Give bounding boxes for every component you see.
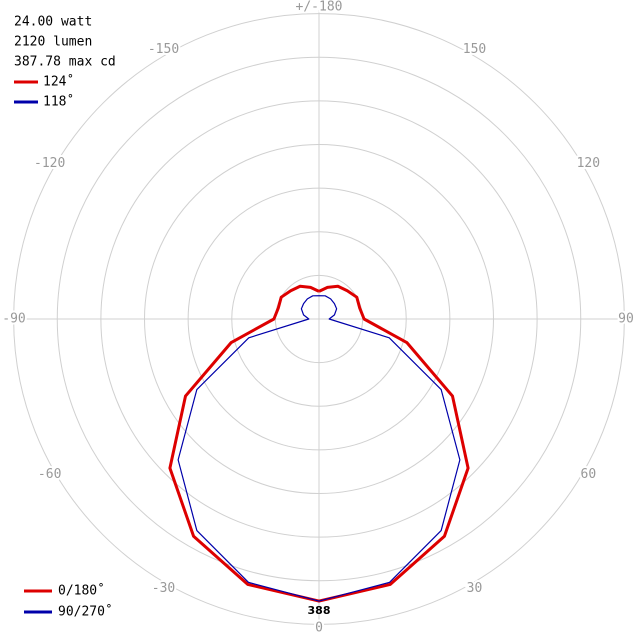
angle-label: 30 bbox=[467, 581, 483, 596]
curve bbox=[177, 295, 461, 602]
angle-label: +/-180 bbox=[296, 0, 343, 15]
angle-label: -30 bbox=[152, 581, 175, 596]
legend-beam-angle: 118˚ bbox=[43, 94, 74, 110]
legend-label: 0/180˚ bbox=[58, 583, 105, 599]
angle-label: 0 bbox=[315, 621, 323, 636]
angle-label: -90 bbox=[2, 312, 25, 327]
angle-label: 60 bbox=[581, 467, 597, 482]
angle-label: -150 bbox=[148, 42, 179, 57]
angle-label: 90 bbox=[618, 312, 634, 327]
info-text: 2120 lumen bbox=[14, 35, 92, 50]
angle-label: 120 bbox=[577, 156, 600, 171]
legend-label: 90/270˚ bbox=[58, 604, 113, 620]
angle-label: -60 bbox=[38, 467, 61, 482]
angle-label: -120 bbox=[34, 156, 65, 171]
info-text: 24.00 watt bbox=[14, 15, 92, 30]
angle-label: 150 bbox=[463, 42, 486, 57]
value-label: 388 bbox=[308, 604, 331, 617]
legend-beam-angle: 124˚ bbox=[43, 74, 74, 90]
info-text: 387.78 max cd bbox=[14, 55, 116, 70]
